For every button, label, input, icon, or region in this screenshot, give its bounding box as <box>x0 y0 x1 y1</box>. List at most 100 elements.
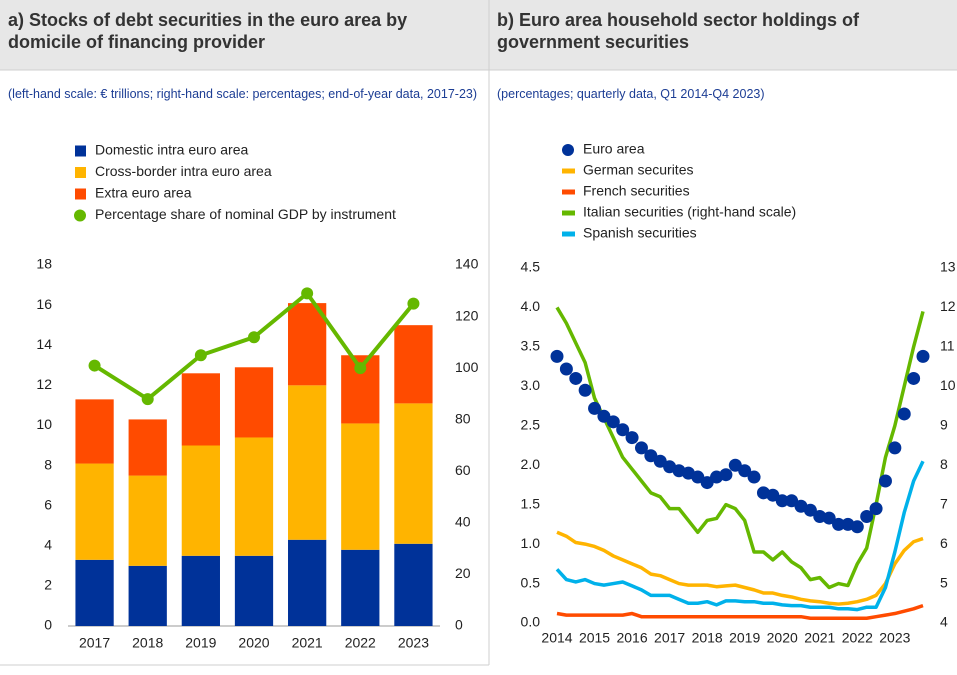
point <box>700 476 714 490</box>
point <box>588 401 602 415</box>
y2-tick-label: 7 <box>940 495 948 511</box>
y2-tick-label: 60 <box>455 462 471 478</box>
y-tick-label: 2 <box>44 577 52 593</box>
bar-segment <box>394 403 433 544</box>
x-tick-label: 2018 <box>132 635 163 651</box>
legend-label: Euro area <box>583 141 645 157</box>
x-tick-label: 2014 <box>541 630 572 646</box>
bar-segment <box>181 445 220 556</box>
bar-segment <box>234 367 274 438</box>
point <box>728 458 742 472</box>
bar-segment <box>341 549 380 626</box>
y-tick-label: 4.5 <box>521 259 541 275</box>
legend-label: French securities <box>583 183 690 199</box>
point <box>691 470 705 484</box>
point <box>916 349 930 363</box>
y2-tick-label: 120 <box>455 307 479 323</box>
chart-subtitle: (percentages; quarterly data, Q1 2014-Q4… <box>497 87 765 101</box>
y2-tick-label: 11 <box>940 338 955 354</box>
y2-tick-label: 10 <box>940 377 956 393</box>
y-tick-label: 10 <box>36 416 52 432</box>
legend-label: Domestic intra euro area <box>95 142 249 158</box>
legend-label: Percentage share of nominal GDP by instr… <box>95 206 396 222</box>
y2-tick-label: 12 <box>940 298 956 314</box>
y-tick-label: 0.0 <box>521 614 541 630</box>
point <box>653 454 667 468</box>
bar-segment <box>234 437 274 556</box>
point <box>822 511 836 525</box>
x-tick-label: 2022 <box>842 630 873 646</box>
x-tick-label: 2017 <box>654 630 685 646</box>
x-tick-label: 2016 <box>616 630 647 646</box>
bar-segment <box>75 559 114 626</box>
point <box>869 502 883 516</box>
point <box>860 510 874 523</box>
point <box>597 409 611 423</box>
y2-tick-label: 0 <box>455 617 463 633</box>
point <box>850 520 864 534</box>
point <box>719 468 733 482</box>
y2-tick-label: 4 <box>940 614 948 630</box>
x-tick-label: 2018 <box>692 630 723 646</box>
legend-swatch <box>75 145 86 157</box>
point <box>897 407 911 421</box>
legend-label: German securites <box>583 162 693 178</box>
bar-segment <box>128 475 167 566</box>
bar-segment <box>288 539 327 626</box>
legend-label: Italian securities (right-hand scale) <box>583 204 796 220</box>
legend-label: Extra euro area <box>95 185 192 201</box>
point <box>559 362 573 376</box>
line <box>556 603 924 621</box>
line-point <box>354 362 367 375</box>
y-tick-label: 3.5 <box>521 338 541 354</box>
x-tick-label: 2023 <box>398 635 429 651</box>
line <box>556 530 924 606</box>
x-tick-label: 2020 <box>767 630 798 646</box>
legend-swatch <box>74 209 86 222</box>
line-point <box>141 393 154 406</box>
chart-subtitle: (left-hand scale: € trillions; right-han… <box>8 87 477 101</box>
line-point <box>301 287 314 300</box>
y-tick-label: 3.0 <box>521 377 541 393</box>
point <box>803 503 817 517</box>
x-tick-label: 2015 <box>579 630 610 646</box>
y-tick-label: 0.5 <box>521 574 541 590</box>
y2-tick-label: 40 <box>455 514 471 530</box>
x-tick-label: 2021 <box>804 630 835 646</box>
y-tick-label: 1.0 <box>521 535 541 551</box>
point <box>878 474 892 488</box>
point <box>738 464 752 478</box>
legend-swatch <box>562 231 575 237</box>
point <box>625 431 639 445</box>
bar-segment <box>394 325 433 404</box>
y2-tick-label: 140 <box>455 256 479 272</box>
bar-segment <box>181 373 220 446</box>
bar-segment <box>288 385 327 540</box>
point <box>606 415 620 429</box>
y2-tick-label: 20 <box>455 565 471 581</box>
y2-tick-label: 100 <box>455 359 479 375</box>
point <box>550 349 564 363</box>
y-tick-label: 16 <box>36 296 52 312</box>
point <box>569 371 583 385</box>
y2-tick-label: 8 <box>940 456 948 472</box>
point <box>775 494 789 508</box>
line-point <box>407 297 420 310</box>
point <box>766 488 780 502</box>
line <box>555 460 925 612</box>
bar-segment <box>75 399 114 464</box>
y-tick-label: 0 <box>44 617 52 633</box>
y2-tick-label: 5 <box>940 574 948 590</box>
y-tick-label: 2.5 <box>521 416 541 432</box>
legend-label: Spanish securities <box>583 225 697 241</box>
point <box>907 371 921 385</box>
point <box>578 383 592 397</box>
line <box>555 306 925 590</box>
point <box>832 517 846 531</box>
line-point <box>88 359 101 372</box>
point <box>785 494 799 508</box>
legend-swatch <box>75 188 86 200</box>
x-tick-label: 2021 <box>292 635 323 651</box>
y-tick-label: 18 <box>36 256 52 272</box>
